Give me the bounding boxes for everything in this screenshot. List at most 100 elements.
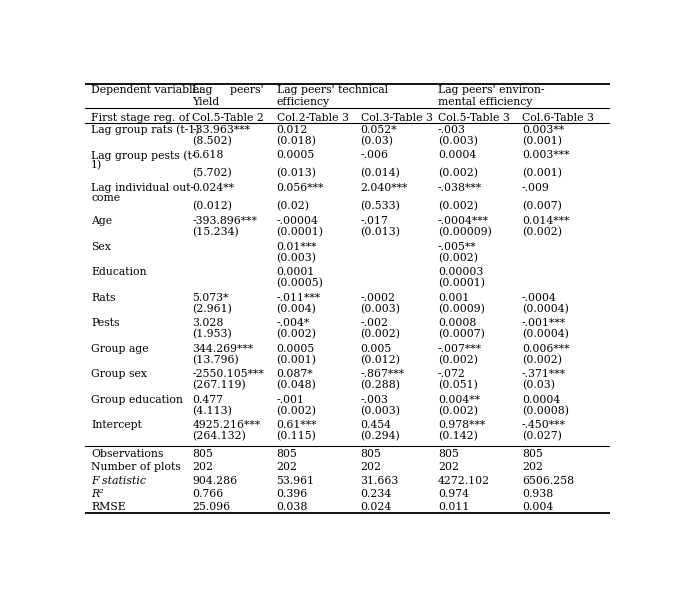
Text: (0.03): (0.03) — [522, 380, 555, 390]
Text: 904.286: 904.286 — [193, 476, 237, 485]
Text: (0.003): (0.003) — [361, 304, 401, 314]
Text: 0.038: 0.038 — [277, 502, 308, 512]
Text: Lag individual out-: Lag individual out- — [91, 183, 194, 193]
Text: (0.002): (0.002) — [438, 201, 478, 211]
Text: (0.013): (0.013) — [277, 168, 317, 178]
Text: Dependent variable:: Dependent variable: — [91, 85, 203, 96]
Text: (0.115): (0.115) — [277, 432, 317, 441]
Text: (8.502): (8.502) — [193, 136, 233, 146]
Text: (0.002): (0.002) — [277, 329, 317, 340]
Text: (0.012): (0.012) — [193, 201, 233, 211]
Text: (0.0004): (0.0004) — [522, 329, 569, 340]
Text: (264.132): (264.132) — [193, 432, 246, 441]
Text: (13.796): (13.796) — [193, 355, 239, 365]
Text: 0.00003: 0.00003 — [438, 267, 483, 277]
Text: -.867***: -.867*** — [361, 369, 405, 379]
Text: 0.005: 0.005 — [361, 343, 392, 354]
Text: (5.702): (5.702) — [193, 168, 233, 178]
Text: -2550.105***: -2550.105*** — [193, 369, 264, 379]
Text: Intercept: Intercept — [91, 420, 142, 430]
Text: RMSE: RMSE — [91, 502, 126, 512]
Text: 0.0005: 0.0005 — [277, 150, 315, 160]
Text: -.0004: -.0004 — [522, 292, 557, 303]
Text: First stage reg. of: First stage reg. of — [91, 113, 190, 123]
Text: Group age: Group age — [91, 343, 148, 354]
Text: -33.963***: -33.963*** — [193, 124, 250, 134]
Text: Age: Age — [91, 216, 112, 226]
Text: 344.269***: 344.269*** — [193, 343, 254, 354]
Text: -.005**: -.005** — [438, 242, 477, 251]
Text: (0.294): (0.294) — [361, 432, 401, 441]
Text: -.0004***: -.0004*** — [438, 216, 489, 226]
Text: (2.961): (2.961) — [193, 304, 233, 314]
Text: Col.2-Table 3: Col.2-Table 3 — [277, 113, 348, 123]
Text: (0.288): (0.288) — [361, 380, 401, 390]
Text: (0.003): (0.003) — [438, 136, 478, 146]
Text: -.001: -.001 — [277, 395, 304, 405]
Text: (0.0005): (0.0005) — [277, 278, 323, 289]
Text: -.007***: -.007*** — [438, 343, 482, 354]
Text: Number of plots: Number of plots — [91, 462, 181, 473]
Text: (0.003): (0.003) — [277, 253, 317, 263]
Text: 0.0004: 0.0004 — [438, 150, 476, 160]
Text: (0.0004): (0.0004) — [522, 304, 569, 314]
Text: 0.766: 0.766 — [193, 489, 224, 499]
Text: 0.056***: 0.056*** — [277, 183, 324, 193]
Text: F statistic: F statistic — [91, 476, 146, 485]
Text: Lag peers' technical
efficiency: Lag peers' technical efficiency — [277, 85, 388, 107]
Text: 0.003***: 0.003*** — [522, 150, 570, 160]
Text: 0.974: 0.974 — [438, 489, 469, 499]
Text: (0.012): (0.012) — [361, 355, 401, 365]
Text: 0.012: 0.012 — [277, 124, 308, 134]
Text: Lag     peers'
Yield: Lag peers' Yield — [193, 85, 264, 107]
Text: 0.234: 0.234 — [361, 489, 392, 499]
Text: 0.01***: 0.01*** — [277, 242, 317, 251]
Text: (0.002): (0.002) — [438, 168, 478, 178]
Text: (0.013): (0.013) — [361, 227, 401, 238]
Text: (0.002): (0.002) — [361, 329, 401, 340]
Text: 805: 805 — [438, 449, 459, 459]
Text: -.001***: -.001*** — [522, 318, 566, 328]
Text: -.003: -.003 — [361, 395, 388, 405]
Text: 6.618: 6.618 — [193, 150, 224, 160]
Text: Rats: Rats — [91, 292, 115, 303]
Text: Group sex: Group sex — [91, 369, 147, 379]
Text: 0.087*: 0.087* — [277, 369, 313, 379]
Text: R²: R² — [91, 489, 104, 499]
Text: (0.03): (0.03) — [361, 136, 394, 146]
Text: -.011***: -.011*** — [277, 292, 321, 303]
Text: -.00004: -.00004 — [277, 216, 319, 226]
Text: 0.001: 0.001 — [438, 292, 469, 303]
Text: (0.002): (0.002) — [438, 355, 478, 365]
Text: 0.052*: 0.052* — [361, 124, 397, 134]
Text: 805: 805 — [277, 449, 298, 459]
Text: 2.040***: 2.040*** — [361, 183, 408, 193]
Text: 0.024: 0.024 — [361, 502, 392, 512]
Text: 0.61***: 0.61*** — [277, 420, 317, 430]
Text: 202: 202 — [193, 462, 214, 473]
Text: 1): 1) — [91, 161, 102, 171]
Text: Pests: Pests — [91, 318, 119, 328]
Text: 202: 202 — [277, 462, 298, 473]
Text: -.003: -.003 — [438, 124, 466, 134]
Text: Education: Education — [91, 267, 146, 277]
Text: 4925.216***: 4925.216*** — [193, 420, 260, 430]
Text: Lag group pests (t-: Lag group pests (t- — [91, 150, 195, 161]
Text: 0.0008: 0.0008 — [438, 318, 476, 328]
Text: Lag group rats (t-1): Lag group rats (t-1) — [91, 124, 199, 135]
Text: 0.0001: 0.0001 — [277, 267, 315, 277]
Text: Col.5-Table 2: Col.5-Table 2 — [193, 113, 264, 123]
Text: (0.007): (0.007) — [522, 201, 562, 211]
Text: (0.0008): (0.0008) — [522, 406, 569, 416]
Text: 0.978***: 0.978*** — [438, 420, 485, 430]
Text: -.004*: -.004* — [277, 318, 310, 328]
Text: (0.001): (0.001) — [522, 136, 562, 146]
Text: -.002: -.002 — [361, 318, 388, 328]
Text: 0.454: 0.454 — [361, 420, 392, 430]
Text: 805: 805 — [522, 449, 543, 459]
Text: (0.142): (0.142) — [438, 432, 478, 441]
Text: (0.001): (0.001) — [277, 355, 317, 365]
Text: (267.119): (267.119) — [193, 380, 246, 390]
Text: 0.024**: 0.024** — [193, 183, 235, 193]
Text: (0.018): (0.018) — [277, 136, 317, 146]
